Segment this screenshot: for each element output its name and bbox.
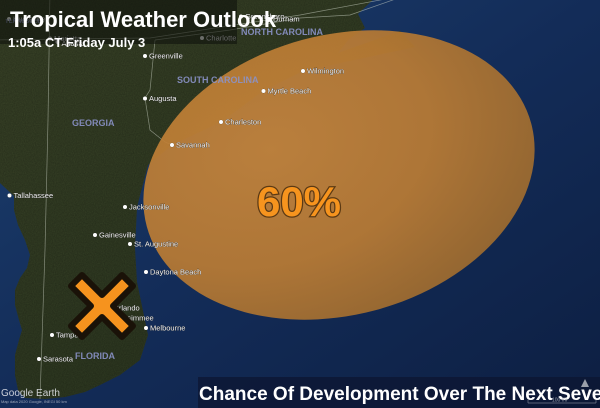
svg-text:Google Earth: Google Earth xyxy=(1,388,60,399)
svg-text:Savannah: Savannah xyxy=(176,141,210,150)
svg-text:St. Augustine: St. Augustine xyxy=(134,240,178,249)
svg-text:SOUTH CAROLINA: SOUTH CAROLINA xyxy=(177,75,259,85)
svg-text:FLORIDA: FLORIDA xyxy=(75,351,115,361)
svg-text:Jacksonville: Jacksonville xyxy=(129,203,169,212)
svg-text:Charleston: Charleston xyxy=(225,118,261,127)
svg-text:Tropical Weather Outlook: Tropical Weather Outlook xyxy=(10,7,277,32)
svg-text:Map data 2020 Google, INEGI: Map data 2020 Google, INEGI 50 km xyxy=(1,399,67,404)
svg-text:Chance Of Development Over The: Chance Of Development Over The Next Seve… xyxy=(199,384,600,405)
svg-text:Daytona Beach: Daytona Beach xyxy=(150,268,201,277)
svg-text:Durham: Durham xyxy=(273,15,300,24)
svg-text:Tallahassee: Tallahassee xyxy=(14,191,54,200)
svg-text:GEORGIA: GEORGIA xyxy=(72,118,115,128)
svg-text:1:05a CT Friday July 3: 1:05a CT Friday July 3 xyxy=(8,35,145,50)
svg-text:60%: 60% xyxy=(257,178,341,225)
svg-text:Myrtle Beach: Myrtle Beach xyxy=(268,87,312,96)
svg-text:100 mi: 100 mi xyxy=(552,398,567,404)
svg-text:Melbourne: Melbourne xyxy=(150,324,185,333)
svg-text:Augusta: Augusta xyxy=(149,94,177,103)
svg-text:Sarasota: Sarasota xyxy=(43,355,74,364)
svg-text:Wilmington: Wilmington xyxy=(307,67,344,76)
svg-text:Gainesville: Gainesville xyxy=(99,231,136,240)
svg-text:Greenville: Greenville xyxy=(149,52,183,61)
